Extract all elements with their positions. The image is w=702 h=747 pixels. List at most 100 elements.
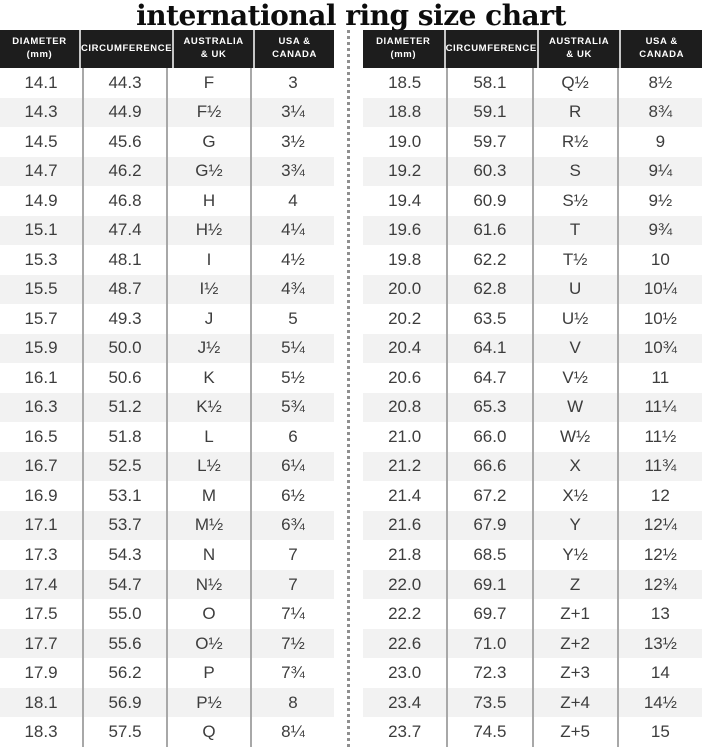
table-row: 18.1 56.9 P½ 8 [0, 687, 334, 718]
column-header-australia-uk: AUSTRALIA & UK [174, 30, 256, 68]
table-cell: 69.1 [448, 569, 534, 600]
table-cell: 60.3 [448, 156, 534, 187]
table-row: 23.4 73.5 Z+4 14½ [363, 687, 702, 718]
table-cell: S [534, 156, 619, 187]
dotted-divider [347, 30, 350, 747]
table-cell: O½ [168, 628, 252, 659]
table-gap [334, 30, 363, 747]
table-row: 20.0 62.8 U 10¼ [363, 274, 702, 305]
table-cell: 9½ [648, 190, 673, 210]
table-cell: 17.9 [0, 658, 84, 688]
table-cell: 10½ [643, 308, 677, 328]
table-cell: J [168, 304, 252, 334]
table-cell: 14.1 [0, 68, 84, 98]
table-cell: 23.0 [363, 658, 449, 688]
table-cell: 14 [650, 663, 670, 683]
table-cell: 71.0 [448, 628, 534, 659]
table-cell: 6¾ [281, 515, 305, 535]
table-row: 14.7 46.2 G½ 3¾ [0, 156, 334, 187]
table-cell: V [534, 333, 619, 364]
table-cell: 14.9 [0, 186, 84, 216]
table-cell: N½ [168, 569, 252, 600]
table-cell: 9¼ [648, 161, 673, 181]
table-cell: L½ [168, 451, 252, 482]
table-cell: 66.6 [448, 451, 534, 482]
table-cell: R½ [534, 127, 619, 157]
table-cell: Z+2 [534, 628, 619, 659]
table-cell: 6 [288, 426, 298, 446]
table-cell: Q½ [534, 68, 619, 98]
table-cell: 14½ [643, 692, 677, 712]
table-cell: 5 [288, 308, 298, 328]
table-cell: 20.4 [363, 333, 449, 364]
table-cell: 15.3 [0, 245, 84, 275]
table-cell: 6¼ [281, 456, 305, 476]
table-cell: 5¾ [281, 397, 305, 417]
table-cell: Z+5 [534, 717, 619, 747]
table-row: 14.5 45.6 G 3½ [0, 127, 334, 157]
table-cell: 7 [288, 545, 298, 564]
table-cell: 14.3 [0, 97, 84, 128]
table-cell: 59.1 [448, 97, 534, 128]
table-cell: I½ [168, 274, 252, 305]
table-cell: M½ [168, 510, 252, 541]
table-cell: 18.3 [0, 717, 84, 747]
table-cell: 12¾ [643, 574, 677, 594]
table-cell: 16.1 [0, 363, 84, 393]
table-cell: 62.8 [448, 274, 534, 305]
table-row: 15.1 47.4 H½ 4¼ [0, 215, 334, 246]
table-cell: 72.3 [448, 658, 534, 688]
table-row: 21.4 67.2 X½ 12 [363, 481, 702, 511]
table-row: 18.5 58.1 Q½ 8½ [363, 68, 702, 98]
table-cell: P½ [168, 687, 252, 718]
table-cell: 4½ [281, 249, 305, 269]
table-row: 20.8 65.3 W 11¼ [363, 392, 702, 423]
table-cell: 16.9 [0, 481, 84, 511]
table-row: 15.5 48.7 I½ 4¾ [0, 274, 334, 305]
table-row: 20.6 64.7 V½ 11 [363, 363, 702, 393]
table-row: 22.0 69.1 Z 12¾ [363, 569, 702, 600]
table-cell: Q [168, 717, 252, 747]
table-cell: W [534, 392, 619, 423]
table-cell: O [168, 599, 252, 629]
table-row: 21.8 68.5 Y½ 12½ [363, 540, 702, 570]
table-cell: 18.8 [363, 97, 449, 128]
table-header-row: DIAMETER (mm) CIRCUMFERENCE AUSTRALIA & UK US… [0, 30, 334, 68]
table-cell: 17.1 [0, 510, 84, 541]
table-cell: 4¾ [281, 279, 305, 299]
table-cell: 20.6 [363, 363, 449, 393]
table-cell: 66.0 [448, 422, 534, 452]
table-cell: G [168, 127, 252, 157]
table-cell: 56.2 [84, 658, 168, 688]
table-row: 21.0 66.0 W½ 11½ [363, 422, 702, 452]
table-cell: T [534, 215, 619, 246]
table-cell: K [168, 363, 252, 393]
table-cell: 10¼ [643, 279, 677, 299]
table-row: 20.2 63.5 U½ 10½ [363, 304, 702, 334]
table-cell: 8¼ [281, 722, 305, 742]
table-cell: 54.7 [84, 569, 168, 600]
table-cell: 7¼ [281, 604, 305, 624]
column-header-usa-canada: USA & CANADA [639, 36, 685, 60]
table-cell: 74.5 [448, 717, 534, 747]
table-cell: H½ [168, 215, 252, 246]
table-cell: R [534, 97, 619, 128]
table-cell: 3 [288, 72, 298, 92]
table-row: 19.6 61.6 T 9¾ [363, 215, 702, 246]
table-cell: 46.2 [84, 156, 168, 187]
table-cell: 44.9 [84, 97, 168, 128]
table-cell: 56.9 [84, 687, 168, 718]
table-row: 16.3 51.2 K½ 5¾ [0, 392, 334, 423]
table-cell: 23.7 [363, 717, 449, 747]
table-row: 14.1 44.3 F 3 [0, 68, 334, 98]
table-cell: U [534, 274, 619, 305]
table-cell: 49.3 [84, 304, 168, 334]
table-cell: 15.7 [0, 304, 84, 334]
table-cell: 12½ [643, 545, 677, 564]
ring-size-table-right: DIAMETER (mm) CIRCUMFERENCE AUSTRALIA & UK US… [363, 30, 702, 747]
table-cell: 62.2 [448, 245, 534, 275]
table-cell: 16.3 [0, 392, 84, 423]
table-cell: 17.7 [0, 628, 84, 659]
table-cell: 19.4 [363, 186, 449, 216]
table-cell: 19.2 [363, 156, 449, 187]
